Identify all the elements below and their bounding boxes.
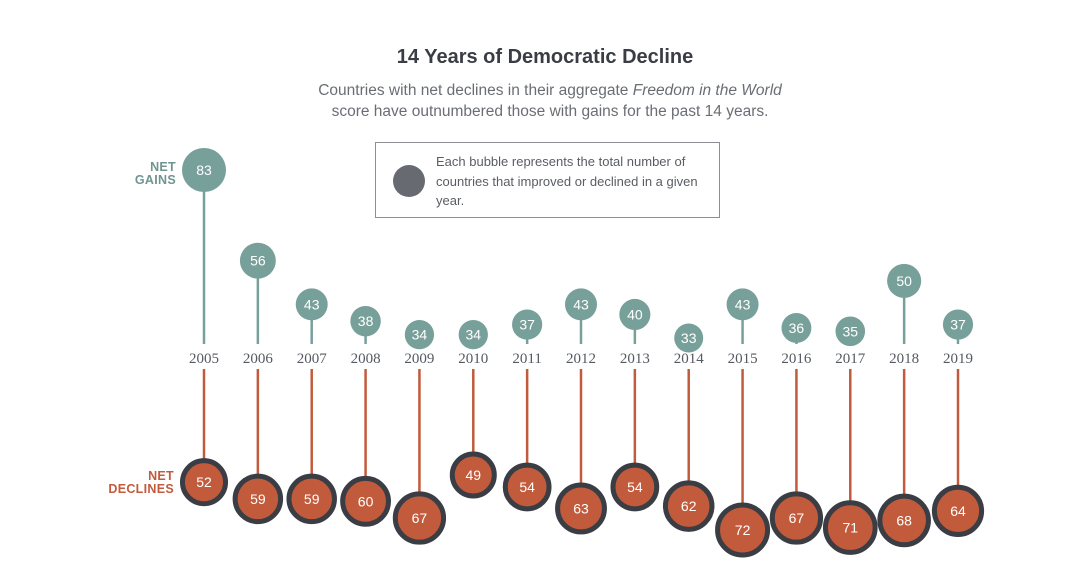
gains-value-label: 35 bbox=[842, 323, 858, 339]
declines-bubble bbox=[449, 451, 497, 499]
gains-value-label: 36 bbox=[789, 320, 805, 336]
year-tick-label: 2013 bbox=[620, 351, 650, 367]
legend-bubble-icon bbox=[393, 165, 425, 197]
declines-value-label: 54 bbox=[519, 479, 535, 495]
legend-text: Each bubble represents the total number … bbox=[436, 154, 698, 208]
declines-value-label: 60 bbox=[358, 493, 374, 509]
gains-bubble bbox=[835, 316, 866, 347]
declines-bubble bbox=[610, 462, 660, 512]
gains-value-label: 43 bbox=[573, 296, 589, 312]
gains-bubble bbox=[512, 309, 543, 340]
gains-value-label: 50 bbox=[896, 273, 912, 289]
net-gains-label-line2: GAINS bbox=[134, 173, 176, 187]
declines-bubble bbox=[502, 462, 552, 512]
gains-bubble bbox=[674, 323, 704, 353]
gains-bubble bbox=[942, 309, 974, 340]
year-tick-label: 2016 bbox=[781, 351, 812, 367]
declines-value-label: 67 bbox=[789, 510, 805, 526]
declines-value-label: 62 bbox=[681, 498, 697, 514]
declines-bubble bbox=[769, 491, 824, 545]
declines-bubble bbox=[286, 473, 337, 525]
declines-value-label: 59 bbox=[250, 491, 266, 507]
year-tick-label: 2005 bbox=[189, 351, 219, 367]
declines-value-label: 68 bbox=[896, 512, 912, 528]
declines-value-label: 67 bbox=[412, 510, 428, 526]
net-declines-label: NET DECLINES bbox=[100, 470, 174, 496]
gains-bubble bbox=[458, 319, 488, 350]
gains-bubble bbox=[404, 319, 435, 350]
gains-bubble bbox=[295, 288, 328, 321]
gains-bubble bbox=[781, 312, 812, 343]
subtitle-text-pre: Countries with net declines in their agg… bbox=[318, 82, 633, 99]
declines-value-label: 54 bbox=[627, 479, 643, 495]
year-tick-label: 2008 bbox=[351, 351, 381, 367]
year-tick-label: 2012 bbox=[566, 351, 596, 367]
gains-value-label: 43 bbox=[304, 296, 320, 312]
gains-value-label: 34 bbox=[465, 327, 481, 343]
declines-value-label: 64 bbox=[950, 503, 966, 519]
declines-bubble bbox=[232, 473, 284, 525]
year-tick-label: 2017 bbox=[835, 351, 866, 367]
gains-value-label: 40 bbox=[627, 306, 643, 322]
declines-value-label: 52 bbox=[196, 474, 212, 490]
gains-bubble bbox=[726, 288, 759, 321]
year-tick-label: 2010 bbox=[458, 351, 488, 367]
gains-value-label: 33 bbox=[681, 330, 697, 346]
chart-title: 14 Years of Democratic Decline bbox=[396, 46, 694, 68]
gains-bubble bbox=[182, 148, 226, 192]
net-gains-label-line1: NET bbox=[150, 160, 176, 174]
gains-value-label: 34 bbox=[412, 327, 428, 343]
year-tick-label: 2015 bbox=[728, 351, 758, 367]
subtitle-emphasis: Freedom in the World bbox=[632, 82, 782, 99]
net-gains-label: NET GAINS bbox=[110, 161, 176, 187]
declines-bubble bbox=[662, 480, 715, 532]
year-tick-label: 2009 bbox=[404, 351, 434, 367]
gains-bubble bbox=[565, 288, 597, 321]
declines-value-label: 49 bbox=[465, 467, 481, 483]
year-tick-label: 2019 bbox=[943, 351, 973, 367]
gains-value-label: 37 bbox=[950, 317, 966, 333]
gains-bubble bbox=[619, 298, 651, 331]
declines-value-label: 63 bbox=[573, 500, 589, 516]
declines-bubble bbox=[555, 482, 607, 535]
legend-box: Each bubble represents the total number … bbox=[375, 142, 720, 218]
declines-value-label: 72 bbox=[735, 522, 751, 538]
chart-subtitle: Countries with net declines in their agg… bbox=[250, 80, 850, 122]
declines-bubble bbox=[931, 484, 985, 537]
declines-bubble bbox=[877, 493, 931, 548]
declines-bubble bbox=[392, 491, 447, 545]
gains-bubble bbox=[350, 305, 381, 337]
declines-bubble bbox=[715, 502, 771, 558]
net-declines-label-line2: DECLINES bbox=[108, 482, 174, 496]
declines-bubble bbox=[179, 458, 229, 507]
declines-value-label: 71 bbox=[842, 520, 858, 536]
year-tick-label: 2007 bbox=[297, 351, 328, 367]
gains-value-label: 83 bbox=[196, 162, 212, 178]
declines-bubble bbox=[822, 500, 878, 555]
subtitle-text-line2: score have outnumbered those with gains … bbox=[331, 103, 769, 120]
gains-bubble bbox=[887, 263, 922, 298]
gains-value-label: 43 bbox=[735, 296, 751, 312]
declines-value-label: 59 bbox=[304, 491, 320, 507]
year-tick-label: 2014 bbox=[674, 351, 705, 367]
year-tick-label: 2018 bbox=[889, 351, 919, 367]
gains-value-label: 38 bbox=[358, 313, 374, 329]
year-tick-label: 2011 bbox=[512, 351, 541, 367]
gains-value-label: 56 bbox=[250, 253, 266, 269]
declines-bubble bbox=[340, 475, 391, 527]
net-declines-label-line1: NET bbox=[148, 469, 174, 483]
year-tick-label: 2006 bbox=[243, 351, 274, 367]
gains-value-label: 37 bbox=[519, 317, 535, 333]
gains-bubble bbox=[239, 242, 276, 279]
